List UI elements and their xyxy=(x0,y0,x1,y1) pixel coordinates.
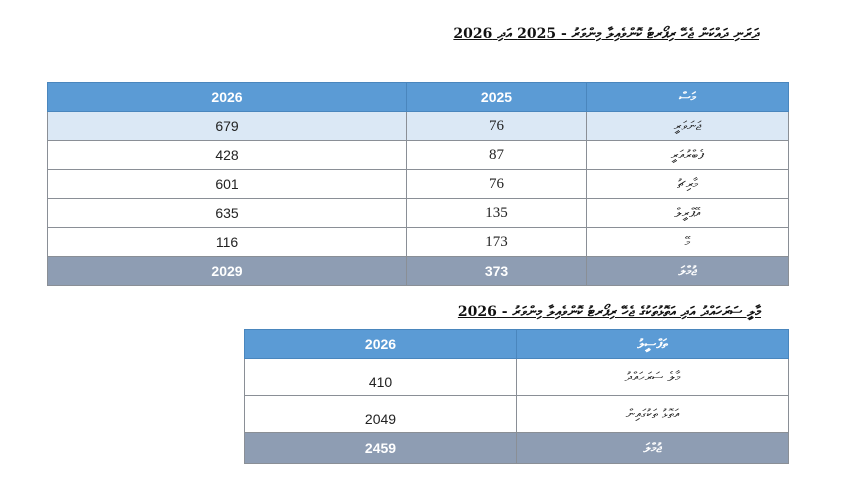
table-row: 601 76 މާރިޗު xyxy=(47,169,789,199)
cell-detail: އަތޮޅު ތަކުގައިން xyxy=(516,395,789,433)
cell-month: ޖަނަވަރީ xyxy=(586,111,789,141)
cell-2026: 428 xyxy=(47,140,407,170)
table-row: 2049 އަތޮޅު ތަކުގައިން xyxy=(244,395,789,433)
header-2026: 2026 xyxy=(47,82,407,112)
total-label: ޖުމްލަ xyxy=(516,432,789,464)
monthly-table: 2026 2025 މަސް 679 76 ޖަނަވަރީ 428 87 ފެ… xyxy=(47,82,789,286)
total-label: ޖުމްލަ xyxy=(586,256,789,286)
cell-2026: 679 xyxy=(47,111,407,141)
table-row: 679 76 ޖަނަވަރީ xyxy=(47,111,789,141)
cell-2025: 87 xyxy=(406,140,587,170)
header-2025: 2025 xyxy=(406,82,587,112)
cell-2026: 2049 xyxy=(244,395,517,433)
cell-2026: 410 xyxy=(244,358,517,396)
total-2025: 373 xyxy=(406,256,587,286)
cell-2025: 76 xyxy=(406,111,587,141)
cell-2026: 635 xyxy=(47,198,407,228)
cell-2026: 116 xyxy=(47,227,407,257)
table1-heading: ދަރަނި ދައްކަން ޖެހޭ ރިޕޯރޓު ކޮންވެއިލާ … xyxy=(453,26,759,42)
total-row: 2459 ޖުމްލަ xyxy=(244,432,789,464)
cell-month: މޭ xyxy=(586,227,789,257)
cell-2026: 601 xyxy=(47,169,407,199)
cell-month: މާރިޗު xyxy=(586,169,789,199)
total-row: 2029 373 ޖުމްލަ xyxy=(47,256,789,286)
cell-month: ފެބްރުއަރީ xyxy=(586,140,789,170)
table-header-row: 2026 ތަފްސީލު xyxy=(244,329,789,359)
table-row: 116 173 މޭ xyxy=(47,227,789,257)
cell-detail: މާލެ ސަރަހައްދު xyxy=(516,358,789,396)
table-header-row: 2026 2025 މަސް xyxy=(47,82,789,112)
table-row: 410 މާލެ ސަރަހައްދު xyxy=(244,358,789,396)
header-detail: ތަފްސީލު xyxy=(516,329,789,359)
total-2026: 2459 xyxy=(244,432,517,464)
table-row: 635 135 އޭޕްރީލް xyxy=(47,198,789,228)
table2-heading: މާލީ ސަރަހައްދު އަދި އަތޮޅުތަކުގެ ޖެހޭ ރ… xyxy=(457,304,761,320)
cell-2025: 173 xyxy=(406,227,587,257)
cell-month: އޭޕްރީލް xyxy=(586,198,789,228)
cell-2025: 76 xyxy=(406,169,587,199)
region-table: 2026 ތަފްސީލު 410 މާލެ ސަރަހައްދު 2049 އ… xyxy=(244,329,789,464)
header-month: މަސް xyxy=(586,82,789,112)
cell-2025: 135 xyxy=(406,198,587,228)
table-row: 428 87 ފެބްރުއަރީ xyxy=(47,140,789,170)
header-2026: 2026 xyxy=(244,329,517,359)
total-2026: 2029 xyxy=(47,256,407,286)
